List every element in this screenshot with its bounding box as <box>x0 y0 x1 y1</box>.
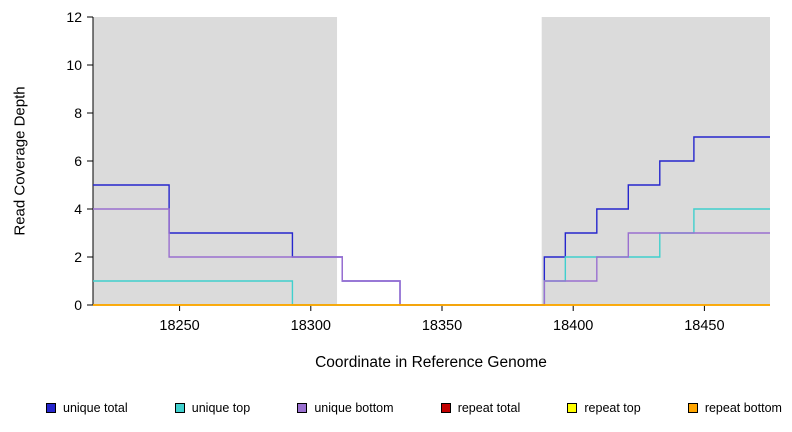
legend-swatch-repeat-total <box>440 403 451 413</box>
legend-label-unique-top: unique top <box>191 401 251 415</box>
chart-legend: unique total unique top unique bottom repea… <box>46 401 782 415</box>
legend-label-repeat-bottom: repeat bottom <box>704 401 782 415</box>
series-line-unique-top <box>93 208 770 306</box>
legend-item-unique-top: unique top <box>174 401 251 415</box>
legend-swatch-repeat-top <box>567 403 578 413</box>
shaded-region <box>93 17 338 305</box>
legend-swatch-unique-total <box>46 403 56 413</box>
x-tick-label: 18300 <box>291 318 331 334</box>
y-axis-label: Read Coverage Depth <box>11 86 29 236</box>
x-tick-label: 18350 <box>422 318 462 334</box>
y-tick-label: 12 <box>66 9 82 25</box>
y-tick-label: 4 <box>74 201 82 217</box>
shaded-region <box>541 17 770 305</box>
y-tick-label: 0 <box>74 297 82 313</box>
legend-item-repeat-top: repeat top <box>567 401 641 415</box>
y-tick-label: 10 <box>66 57 82 73</box>
x-axis-label: Coordinate in Reference Genome <box>315 354 547 371</box>
legend-item-repeat-total: repeat total <box>440 401 521 415</box>
x-tick-label: 18450 <box>684 318 724 334</box>
legend-swatch-unique-top <box>174 403 185 413</box>
legend-label-unique-total: unique total <box>63 401 128 415</box>
y-tick-label: 8 <box>74 105 82 121</box>
legend-label-unique-bottom: unique bottom <box>314 401 394 415</box>
x-tick-label: 18400 <box>553 318 593 334</box>
legend-item-unique-bottom: unique bottom <box>297 401 394 415</box>
legend-swatch-unique-bottom <box>297 403 308 413</box>
y-tick-label: 2 <box>74 249 82 265</box>
y-tick-label: 6 <box>74 153 82 169</box>
legend-swatch-repeat-bottom <box>687 403 698 413</box>
legend-item-unique-total: unique total <box>46 401 128 415</box>
series-line-unique-total <box>93 136 770 306</box>
legend-label-repeat-top: repeat top <box>584 401 641 415</box>
legend-label-repeat-total: repeat total <box>457 401 521 415</box>
legend-item-repeat-bottom: repeat bottom <box>687 401 782 415</box>
chart-svg: 0 2 4 6 8 10 12 18250 18300 18350 18400 18450 <box>66 9 770 334</box>
x-tick-label: 18250 <box>159 318 199 334</box>
